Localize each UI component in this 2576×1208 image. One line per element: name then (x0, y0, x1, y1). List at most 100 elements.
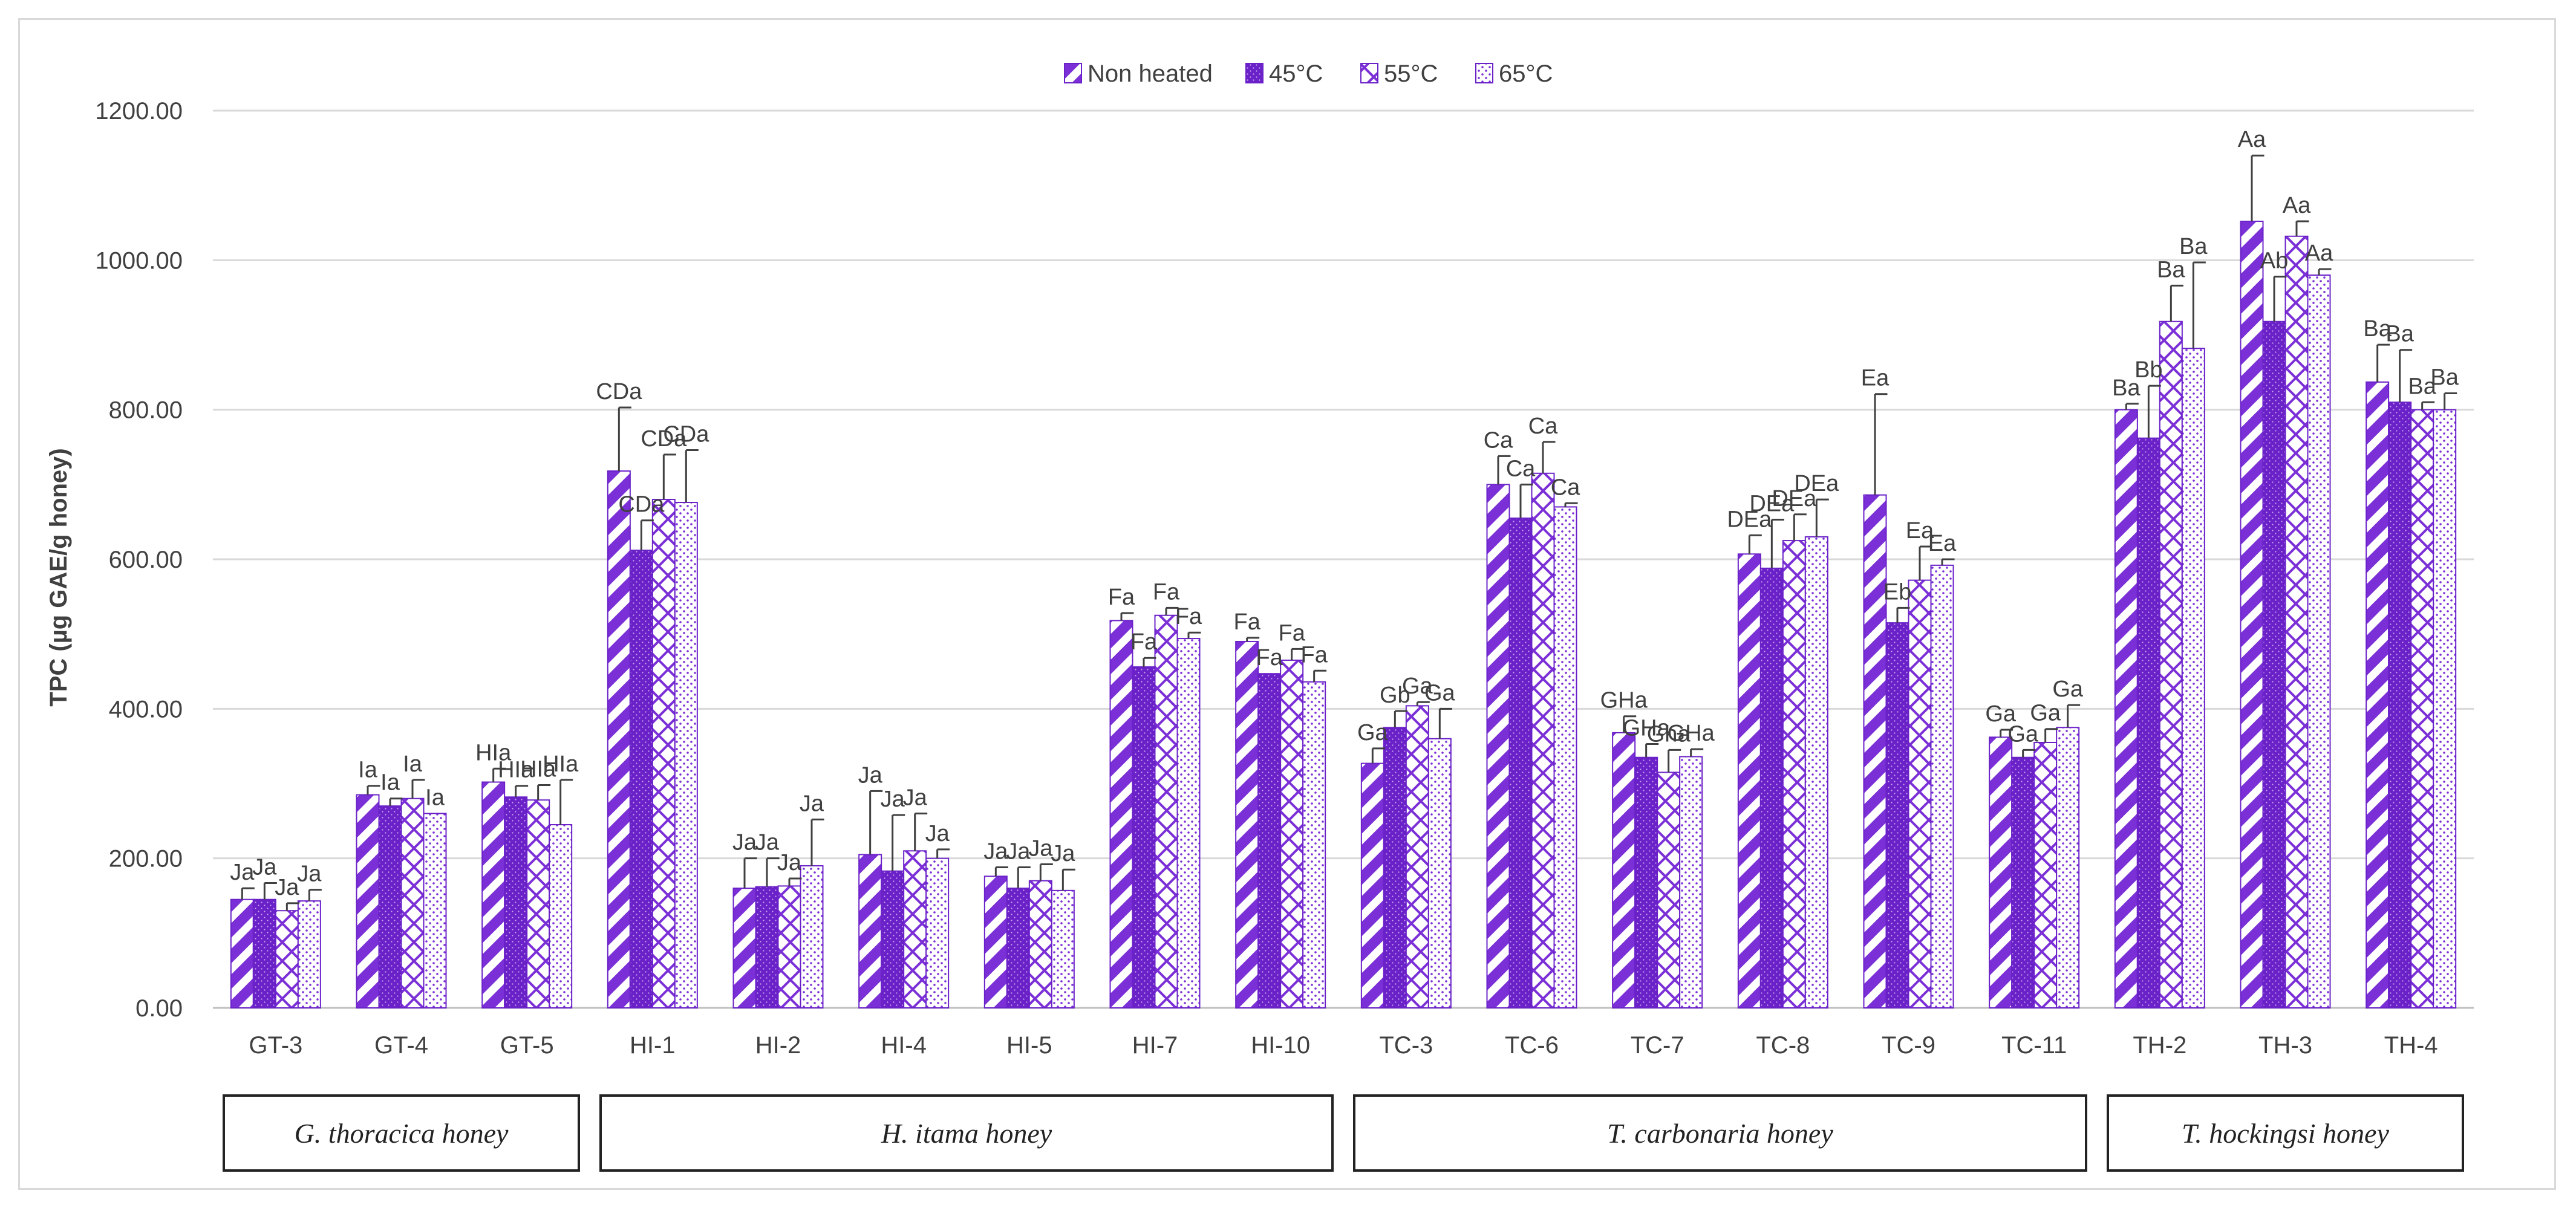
bar (2011, 756, 2035, 1008)
x-tick-label: TC-6 (1505, 1032, 1559, 1059)
data-label: Ba (2112, 375, 2141, 401)
bar (2262, 320, 2286, 1008)
data-label: Ba (2157, 257, 2185, 282)
data-label: HIa (520, 756, 556, 782)
y-tick-label: 1000.00 (95, 247, 183, 274)
x-tick-label: HI-5 (1006, 1032, 1052, 1059)
bar (297, 900, 321, 1008)
data-label: DEa (1794, 471, 1839, 496)
data-label: Ba (2363, 316, 2392, 342)
data-label: Ja (755, 830, 780, 856)
legend-label: 45°C (1269, 60, 1323, 87)
bar (1759, 567, 1784, 1008)
bar (1908, 579, 1932, 1008)
bar (1427, 738, 1452, 1009)
bar (629, 550, 653, 1008)
bar (1804, 536, 1828, 1008)
bar (1028, 880, 1052, 1009)
data-label: Fa (1175, 604, 1202, 629)
y-tick-label: 1200.00 (95, 98, 183, 125)
data-label: CDa (618, 492, 665, 518)
bar (1737, 553, 1761, 1008)
bar (1006, 888, 1030, 1008)
data-label: Ga (1424, 680, 1456, 706)
bar (2410, 409, 2434, 1008)
bar (1553, 506, 1577, 1008)
bar (2307, 274, 2331, 1009)
bar (1257, 673, 1282, 1008)
data-label: Bb (2134, 357, 2162, 383)
data-label: Aa (2238, 127, 2266, 152)
bar (1154, 614, 1178, 1008)
bar (1405, 705, 1429, 1009)
data-label: HIa (498, 758, 534, 783)
bar (378, 805, 402, 1008)
data-label: Ab (2260, 248, 2288, 274)
data-label: Ja (800, 791, 824, 816)
bar (881, 870, 905, 1008)
data-label: Gha (1647, 721, 1691, 747)
bar (800, 865, 824, 1008)
bar (423, 813, 447, 1008)
bar (755, 886, 779, 1009)
data-label: Ja (1028, 836, 1053, 862)
bar (1989, 736, 2013, 1008)
data-label: CDa (663, 421, 709, 447)
group-box: H. itama honey (599, 1094, 1334, 1172)
x-tick-label: HI-4 (881, 1032, 927, 1059)
data-label: Ga (1357, 720, 1389, 745)
data-label: Fa (1300, 642, 1328, 667)
data-label: Ea (1906, 518, 1934, 544)
data-label: Ba (2385, 322, 2414, 347)
x-tick-label: HI-7 (1132, 1032, 1178, 1059)
data-label: Ja (858, 762, 883, 788)
data-label: Fa (1256, 645, 1283, 671)
bar (1863, 494, 1887, 1008)
data-label: Fa (1233, 609, 1260, 635)
data-label: Ga (2030, 701, 2061, 726)
bar (230, 898, 254, 1009)
bar (2033, 741, 2058, 1008)
bar (481, 781, 506, 1008)
bar (1360, 762, 1384, 1008)
data-label: Fa (1130, 629, 1158, 655)
data-label: Ba (2408, 374, 2436, 399)
x-tick-label: HI-10 (1251, 1032, 1310, 1059)
group-box: T. hockingsi honey (2107, 1094, 2464, 1172)
bar (1109, 620, 1133, 1008)
data-label: Ja (881, 787, 905, 812)
bar (2433, 409, 2457, 1008)
bar (1176, 638, 1201, 1008)
data-label: Ia (380, 770, 400, 796)
data-label: Ba (2179, 234, 2208, 259)
data-label: CDa (596, 379, 642, 404)
data-label: Fa (1153, 579, 1180, 605)
y-tick-label: 200.00 (109, 846, 183, 872)
data-label: Ga (2052, 677, 2084, 702)
data-label: Ea (1861, 366, 1890, 391)
data-label: Ia (425, 785, 445, 810)
bar (1051, 889, 1075, 1009)
bar (1486, 484, 1510, 1008)
bar (1280, 659, 1304, 1008)
bar (252, 898, 276, 1009)
data-label: Ja (252, 854, 277, 880)
bar (1634, 756, 1658, 1008)
group-box: G. thoracica honey (223, 1094, 580, 1172)
bar (1782, 540, 1806, 1008)
legend-swatch (1475, 63, 1493, 83)
data-label: HIa (543, 752, 579, 777)
x-tick-label: HI-2 (755, 1032, 801, 1059)
x-tick-label: TC-11 (2001, 1032, 2067, 1059)
group-box: T. carbonaria honey (1353, 1094, 2087, 1172)
x-tick-label: TH-2 (2133, 1032, 2186, 1059)
bar (526, 799, 550, 1008)
x-tick-label: TC-9 (1882, 1032, 1935, 1059)
bar (2114, 409, 2138, 1008)
group-label: T. carbonaria honey (1607, 1117, 1833, 1149)
y-tick-label: 400.00 (109, 696, 183, 723)
bar (903, 850, 927, 1009)
bar (1531, 472, 1555, 1008)
y-tick-label: 600.00 (109, 547, 183, 573)
